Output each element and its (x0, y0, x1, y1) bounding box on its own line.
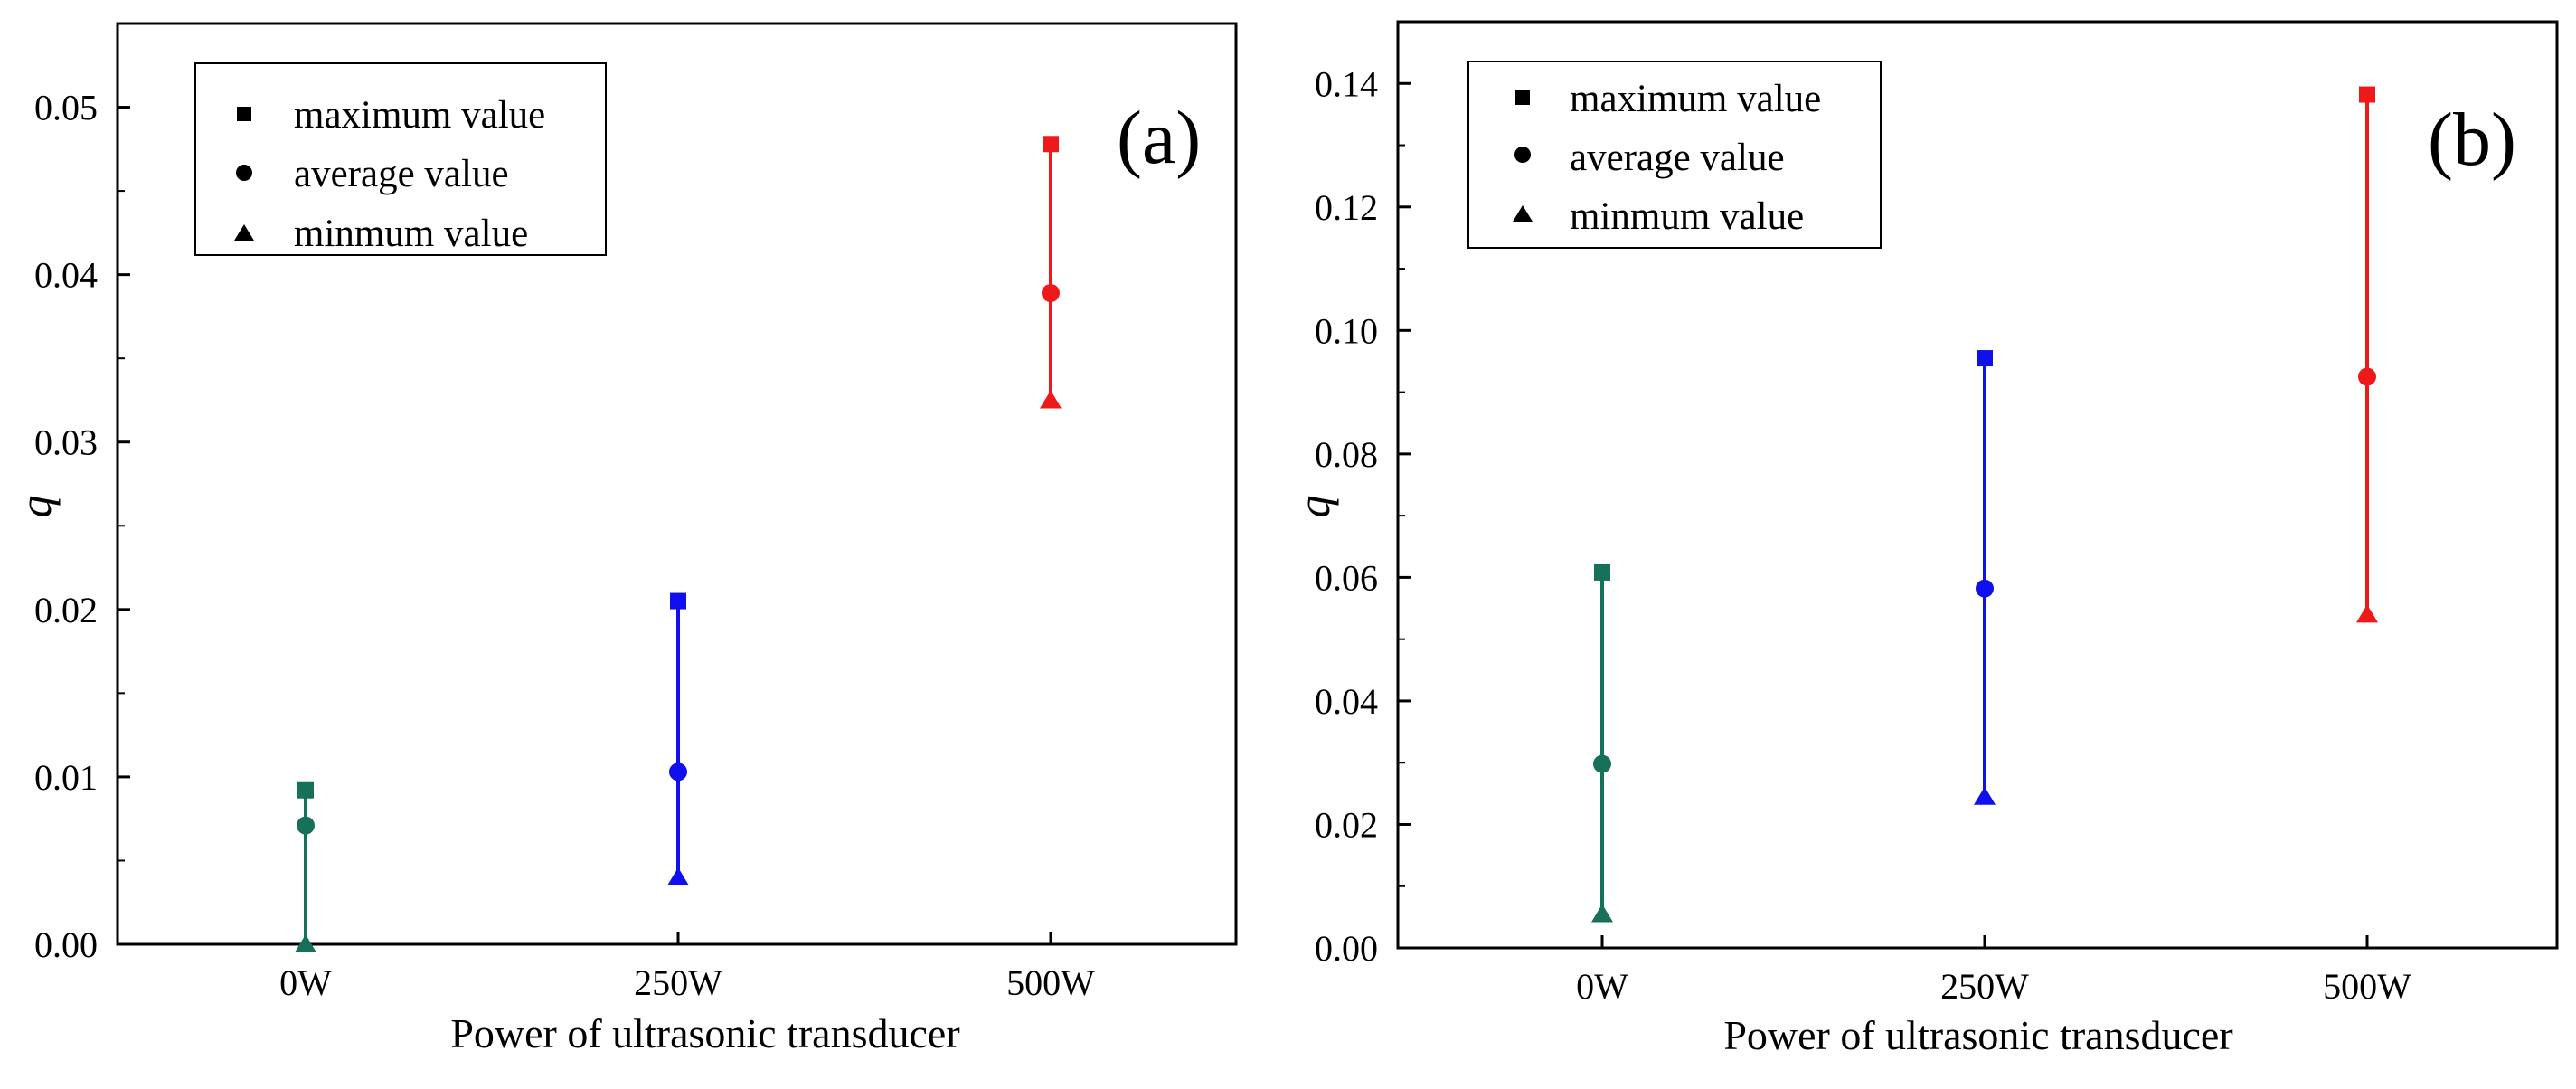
legend-a: maximum value average value minmum value (194, 62, 607, 256)
x-tick-label: 500W (2323, 966, 2411, 1007)
y-tick-label: 0.02 (34, 590, 98, 630)
average-value-marker (297, 816, 315, 835)
y-tick-label: 0.03 (34, 422, 98, 463)
y-tick-label: 0.05 (34, 88, 98, 128)
y-ticks-b (1398, 81, 1411, 950)
y-tick-labels-b: 0.00 0.02 0.04 0.06 0.08 0.10 0.12 0.14 (1315, 63, 1378, 969)
y-tick-label: 0.00 (34, 924, 98, 965)
legend-box (1467, 61, 1882, 249)
average-value-marker (669, 762, 687, 781)
x-tick-label: 0W (1576, 966, 1628, 1007)
max-value-marker (670, 592, 686, 610)
max-value-marker (1043, 136, 1059, 153)
min-value-marker (667, 866, 689, 885)
y-axis-title-a: q (10, 496, 61, 518)
min-value-marker (1040, 390, 1062, 409)
legend-label: minmum value (1570, 195, 1804, 238)
y-tick-label: 0.12 (1315, 187, 1378, 228)
average-value-marker (1593, 754, 1611, 773)
y-ticks-a (118, 106, 130, 946)
x-tick-label: 500W (1006, 962, 1095, 1003)
y-tick-label: 0.04 (34, 255, 98, 296)
y-tick-label: 0.14 (1315, 63, 1378, 104)
max-value-marker (1594, 563, 1610, 581)
legend-b: maximum value average value minmum value (1467, 61, 1882, 249)
min-value-marker (2356, 604, 2378, 623)
y-tick-label: 0.08 (1315, 434, 1378, 475)
average-value-marker (1976, 579, 1994, 598)
legend-circle-marker (1514, 147, 1531, 163)
x-tick-label: 250W (1940, 966, 2029, 1007)
legend-box (194, 62, 607, 256)
plot-frame-b (1396, 20, 2559, 950)
min-value-marker (1974, 786, 1996, 805)
max-value-marker (2359, 86, 2375, 103)
y-axis-title-b: q (1288, 496, 1339, 518)
min-value-marker (295, 934, 316, 952)
panel-b: 0.00 0.02 0.04 0.06 0.08 0.10 0.12 0.14 … (1288, 20, 2559, 1058)
min-value-marker (1591, 904, 1613, 923)
data-marks-a (295, 136, 1062, 952)
y-tick-label: 0.00 (1315, 928, 1378, 969)
legend-triangle-marker (1513, 205, 1533, 222)
x-ticks-b (1600, 935, 2369, 948)
max-value-marker (1977, 350, 1993, 367)
x-tick-label: 250W (634, 962, 722, 1003)
y-tick-label: 0.01 (34, 757, 98, 798)
y-tick-label: 0.10 (1315, 310, 1378, 351)
panel-label-a: (a) (1117, 96, 1201, 180)
x-tick-labels-b: 0W 250W 500W (1576, 966, 2411, 1007)
legend-label: maximum value (294, 94, 545, 137)
x-tick-label: 0W (279, 962, 332, 1003)
y-tick-label: 0.02 (1315, 804, 1378, 845)
x-ticks-a (304, 932, 1052, 944)
data-marks-b (1591, 86, 2378, 923)
average-value-marker (2358, 367, 2376, 386)
average-value-marker (1042, 283, 1060, 302)
legend-label: average value (1570, 137, 1785, 179)
panel-label-b: (b) (2428, 98, 2516, 182)
legend-label: average value (294, 153, 509, 195)
legend-square-marker (1515, 90, 1530, 105)
x-axis-title-a: Power of ultrasonic transducer (450, 1010, 959, 1056)
panel-a: 0.00 0.01 0.02 0.03 0.04 0.05 0W 250W 50… (10, 22, 1238, 1056)
legend-triangle-marker (234, 224, 254, 241)
max-value-marker (297, 781, 314, 799)
legend-circle-marker (236, 165, 252, 181)
x-axis-title-b: Power of ultrasonic transducer (1723, 1012, 2232, 1058)
y-tick-label: 0.06 (1315, 557, 1378, 598)
legend-label: minmum value (294, 213, 528, 255)
legend-label: maximum value (1570, 78, 1821, 120)
legend-square-marker (237, 107, 251, 121)
y-tick-labels-a: 0.00 0.01 0.02 0.03 0.04 0.05 (34, 88, 98, 965)
x-tick-labels-a: 0W 250W 500W (279, 962, 1095, 1003)
y-tick-label: 0.04 (1315, 681, 1378, 722)
